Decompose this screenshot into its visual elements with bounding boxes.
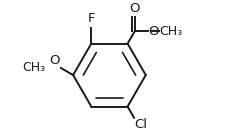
Text: CH₃: CH₃ (159, 25, 182, 38)
Text: Cl: Cl (135, 118, 148, 131)
Text: CH₃: CH₃ (23, 61, 46, 74)
Text: F: F (88, 12, 95, 25)
Text: O: O (148, 25, 159, 38)
Text: O: O (49, 54, 59, 67)
Text: O: O (130, 2, 140, 15)
